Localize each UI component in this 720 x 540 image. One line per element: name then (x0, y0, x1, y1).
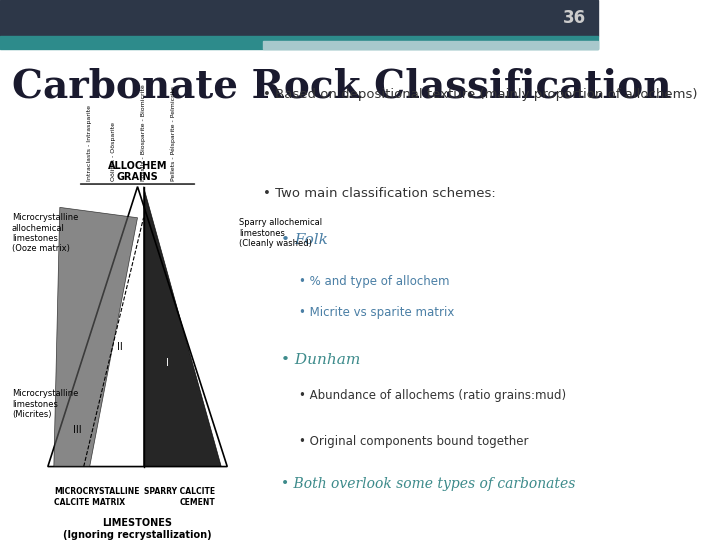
Text: II: II (117, 342, 122, 352)
Polygon shape (143, 187, 221, 467)
Text: Oölites - Oösparite: Oölites - Oösparite (111, 123, 116, 181)
Text: • Abundance of allochems (ratio grains:mud): • Abundance of allochems (ratio grains:m… (299, 389, 566, 402)
Text: I: I (166, 358, 169, 368)
Text: • Micrite vs sparite matrix: • Micrite vs sparite matrix (299, 306, 454, 319)
Text: Microcrystalline
allochemical
limestones
(Ooze matrix): Microcrystalline allochemical limestones… (12, 213, 78, 253)
Text: • Dunham: • Dunham (281, 353, 361, 367)
Text: • Two main classification schemes:: • Two main classification schemes: (263, 187, 496, 200)
Text: Sparry allochemical
limestones
(Cleanly washed): Sparry allochemical limestones (Cleanly … (239, 218, 323, 248)
Text: • Based on depositional texture (mainly proportion of allochems): • Based on depositional texture (mainly … (263, 88, 698, 101)
Bar (0, 0, 598, 36)
Text: • Folk: • Folk (281, 233, 328, 247)
Text: • Both overlook some types of carbonates: • Both overlook some types of carbonates (281, 477, 575, 491)
Text: • Original components bound together: • Original components bound together (299, 435, 528, 448)
Text: SPARRY CALCITE
CEMENT: SPARRY CALCITE CEMENT (144, 487, 215, 507)
Text: LIMESTONES
(Ignoring recrystallization): LIMESTONES (Ignoring recrystallization) (63, 518, 212, 540)
Text: III: III (73, 426, 82, 435)
Text: Fossils - Biosparite - Biomicrite: Fossils - Biosparite - Biomicrite (141, 85, 146, 181)
Text: ALLOCHEM
GRAINS: ALLOCHEM GRAINS (108, 161, 167, 183)
Bar (263, 42, 598, 49)
Text: Microcrystalline
limestones
(Micrites): Microcrystalline limestones (Micrites) (12, 389, 78, 419)
Text: 36: 36 (563, 9, 586, 27)
Text: Intraclasts - Intrasparite: Intraclasts - Intrasparite (87, 105, 92, 181)
Polygon shape (54, 207, 138, 467)
Text: • % and type of allochem: • % and type of allochem (299, 275, 449, 288)
Text: Carbonate Rock Classification: Carbonate Rock Classification (12, 68, 672, 105)
Bar (0, 36, 598, 49)
Text: MICROCRYSTALLINE
CALCITE MATRIX: MICROCRYSTALLINE CALCITE MATRIX (54, 487, 139, 507)
Text: Pellets - Pélsparite - Pelmicrite: Pellets - Pélsparite - Pelmicrite (171, 86, 176, 181)
